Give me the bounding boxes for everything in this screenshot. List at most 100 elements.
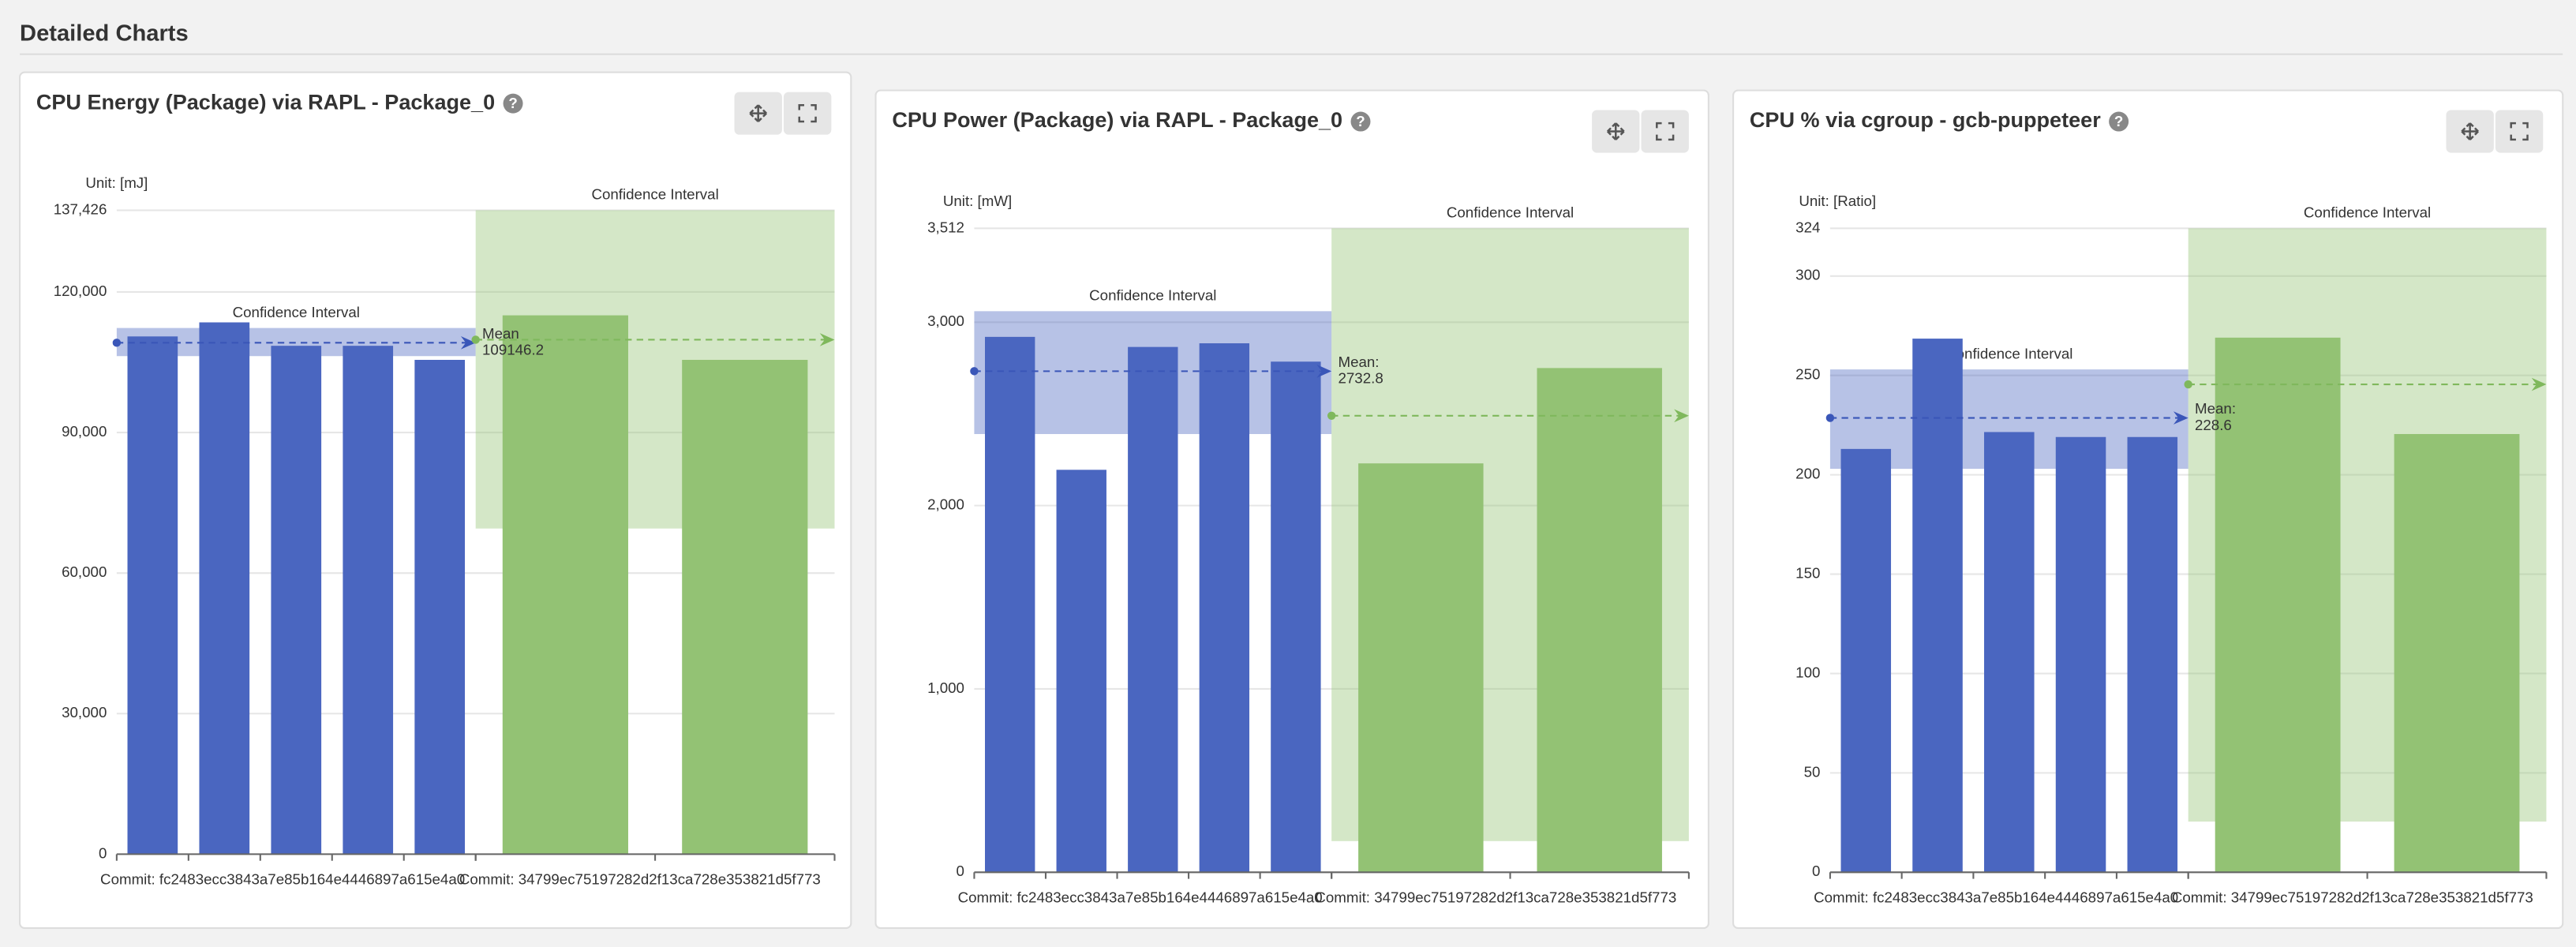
y-tick-label: 3,000 <box>927 313 964 329</box>
y-tick-label: 50 <box>1804 763 1821 780</box>
chart-panel: CPU Energy (Package) via RAPL - Package_… <box>19 71 852 930</box>
bar <box>1271 361 1321 873</box>
mean-start <box>970 367 979 376</box>
bar <box>1056 470 1106 873</box>
bar <box>2127 436 2178 873</box>
mean-arrow <box>460 336 476 350</box>
bar <box>127 336 178 855</box>
x-axis-label: Commit: 34799ec75197282d2f13ca728e353821… <box>2172 889 2533 906</box>
mean-label: Mean <box>482 325 519 342</box>
y-tick-label: 90,000 <box>62 423 107 440</box>
mean-arrow <box>2173 411 2188 425</box>
mean-start <box>2184 380 2192 389</box>
chart-body: CPU % via cgroup - gcb-puppeteer ? Unit: [… <box>1750 108 2548 906</box>
y-tick-label: 150 <box>1795 564 1820 581</box>
fullscreen-icon <box>2510 122 2529 141</box>
y-tick-label: 2,000 <box>927 496 964 513</box>
unit-label: Unit: [mJ] <box>85 174 148 191</box>
move-icon <box>2461 122 2479 140</box>
move-icon <box>1606 122 1625 140</box>
confidence-label: Confidence Interval <box>1945 345 2072 361</box>
help-icon[interactable] <box>1350 111 1371 132</box>
bar <box>1358 463 1484 873</box>
mean-start <box>112 339 122 347</box>
bar <box>985 336 1035 873</box>
fullscreen-button[interactable] <box>783 92 832 135</box>
bar <box>1199 343 1250 873</box>
mean-start <box>1825 414 1835 422</box>
mean-label: Mean: <box>2195 400 2236 417</box>
mean-arrow <box>1316 365 1332 378</box>
bar <box>1984 432 2035 873</box>
y-tick-label: 0 <box>957 863 964 879</box>
confidence-label: Confidence Interval <box>1089 287 1216 304</box>
fullscreen-icon <box>1656 122 1675 141</box>
bar <box>2215 337 2341 873</box>
chart-panel: CPU % via cgroup - gcb-puppeteer ? Unit: [… <box>1732 89 2564 930</box>
mean-start <box>1327 411 1336 420</box>
confidence-label: Confidence Interval <box>2304 204 2431 221</box>
mean-arrow <box>1674 409 1689 423</box>
mean-arrow <box>819 333 835 346</box>
help-icon[interactable] <box>2109 111 2129 132</box>
y-tick-label: 0 <box>99 844 107 861</box>
x-axis-label: Commit: fc2483ecc3843a7e85b164e4446897a6… <box>100 871 465 888</box>
chart-panel: CPU Power (Package) via RAPL - Package_0… <box>874 89 1709 930</box>
bar <box>2394 433 2520 873</box>
y-tick-label: 300 <box>1795 267 1820 283</box>
y-tick-label: 120,000 <box>54 283 107 299</box>
chart-body: CPU Power (Package) via RAPL - Package_0… <box>892 108 1690 906</box>
bar <box>1128 346 1178 873</box>
mean-label: Mean: <box>1338 354 1379 370</box>
chart-title: CPU Energy (Package) via RAPL - Package_… <box>36 90 495 114</box>
y-tick-label: 100 <box>1795 664 1820 680</box>
mean-value: 109146.2 <box>482 342 544 358</box>
x-axis-label: Commit: fc2483ecc3843a7e85b164e4446897a6… <box>1814 889 2178 906</box>
bar <box>682 359 808 855</box>
fullscreen-icon <box>798 103 817 123</box>
confidence-label: Confidence Interval <box>233 304 360 320</box>
bar <box>343 346 394 855</box>
bar <box>1537 368 1662 873</box>
bar <box>1912 339 1963 873</box>
unit-label: Unit: [Ratio] <box>1799 193 1876 209</box>
mean-arrow <box>2531 377 2547 391</box>
fullscreen-button[interactable] <box>2495 110 2544 153</box>
bar <box>1840 448 1892 873</box>
y-tick-label: 200 <box>1795 466 1820 482</box>
help-icon-glyph: ? <box>2114 113 2123 129</box>
y-tick-label: 137,426 <box>54 200 107 217</box>
confidence-label: Confidence Interval <box>591 186 718 203</box>
unit-label: Unit: [mW] <box>943 193 1012 209</box>
y-tick-label: 0 <box>1812 863 1820 879</box>
page-heading: Detailed Charts <box>20 21 189 46</box>
help-icon-glyph: ? <box>1356 113 1365 129</box>
bar <box>502 315 628 855</box>
x-axis-label: Commit: fc2483ecc3843a7e85b164e4446897a6… <box>958 889 1323 906</box>
x-axis-label: Commit: 34799ec75197282d2f13ca728e353821… <box>1315 889 1676 906</box>
y-tick-label: 30,000 <box>62 704 107 721</box>
move-icon <box>749 104 767 122</box>
bar <box>414 359 466 855</box>
chart-title: CPU Power (Package) via RAPL - Package_0 <box>892 108 1342 132</box>
mean-value: 228.6 <box>2195 417 2232 433</box>
confidence-label: Confidence Interval <box>1447 204 1574 221</box>
chart-title: CPU % via cgroup - gcb-puppeteer <box>1750 108 2101 132</box>
chart-body: CPU Energy (Package) via RAPL - Package_… <box>36 90 836 888</box>
y-tick-label: 250 <box>1795 366 1820 383</box>
help-icon[interactable] <box>503 93 523 114</box>
bar <box>271 346 322 855</box>
mean-start <box>471 335 480 344</box>
mean-value: 2732.8 <box>1338 370 1383 387</box>
bar <box>199 322 250 855</box>
y-tick-label: 1,000 <box>927 679 964 696</box>
bar <box>2055 436 2106 873</box>
y-tick-label: 60,000 <box>62 563 107 580</box>
help-icon-glyph: ? <box>508 95 517 111</box>
y-tick-label: 3,512 <box>927 219 964 235</box>
fullscreen-button[interactable] <box>1641 110 1689 153</box>
x-axis-label: Commit: 34799ec75197282d2f13ca728e353821… <box>459 871 821 888</box>
y-tick-label: 324 <box>1795 219 1820 235</box>
